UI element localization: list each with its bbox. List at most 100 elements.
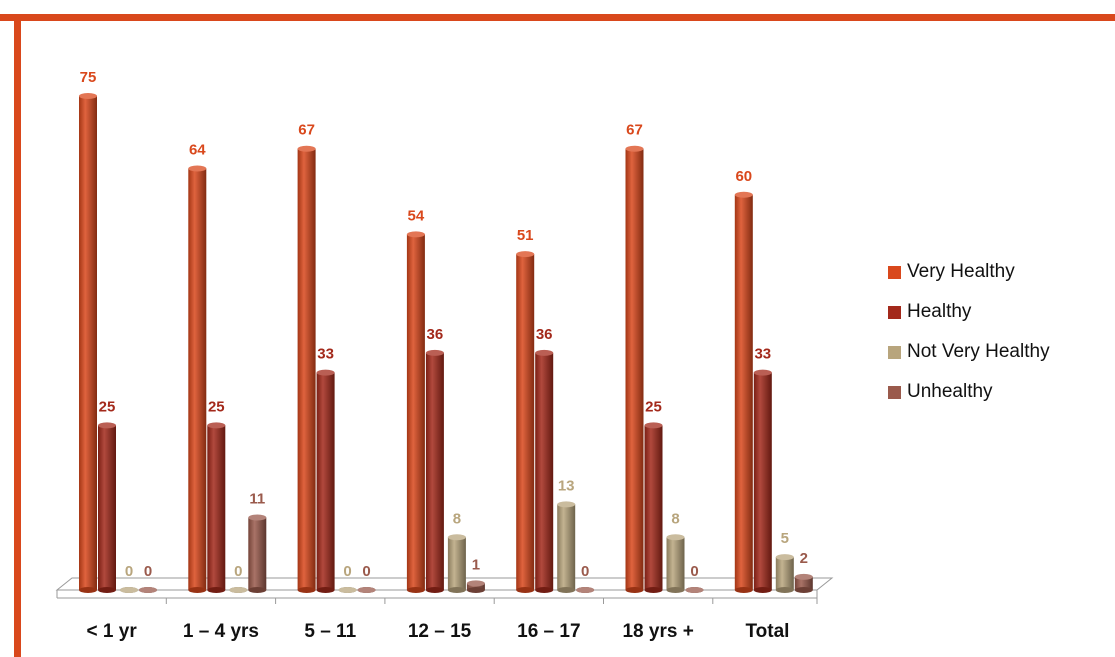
- data-label: 11: [249, 491, 265, 508]
- bar-top: [734, 191, 753, 198]
- bar-base: [775, 587, 794, 593]
- data-label: 2: [800, 550, 808, 567]
- data-label: 33: [754, 346, 771, 363]
- bar-base: [425, 587, 444, 593]
- bar-base: [734, 587, 753, 593]
- category-label: < 1 yr: [87, 621, 138, 642]
- bar-0: [516, 254, 535, 590]
- legend-label-not-very-healthy: Not Very Healthy: [907, 341, 1050, 362]
- bar-top: [576, 587, 595, 593]
- data-label: 67: [298, 122, 315, 139]
- bar-top: [516, 251, 535, 258]
- data-label: 54: [408, 207, 425, 224]
- category-label: 18 yrs +: [622, 621, 693, 642]
- frame-top-border: [0, 14, 1115, 21]
- bar-3: [248, 517, 267, 590]
- legend-swatch-not-very-healthy: [888, 345, 901, 359]
- data-label: 25: [99, 398, 116, 415]
- legend-swatch-very-healthy: [888, 265, 901, 279]
- category-label: 1 – 4 yrs: [183, 621, 259, 642]
- bar-top: [297, 145, 316, 152]
- data-label: 8: [453, 510, 461, 527]
- bar-top: [535, 349, 554, 356]
- data-label: 5: [781, 530, 789, 547]
- bar-2: [666, 537, 685, 590]
- bar-1: [425, 352, 444, 590]
- bar-3: [794, 576, 813, 590]
- bar-top: [557, 501, 576, 508]
- bar-top: [685, 587, 704, 593]
- legend-item-unhealthy: Unhealthy: [888, 372, 1050, 412]
- category-label: 16 – 17: [517, 621, 580, 642]
- bar-top: [406, 231, 425, 238]
- bar-base: [753, 587, 772, 593]
- bar-2: [447, 537, 466, 590]
- data-label: 64: [189, 141, 206, 158]
- data-label: 75: [80, 69, 97, 86]
- data-label: 0: [581, 563, 589, 580]
- bar-top: [644, 422, 663, 429]
- data-label: 25: [208, 398, 225, 415]
- legend-item-healthy: Healthy: [888, 292, 1050, 332]
- bar-top: [447, 534, 466, 541]
- data-label: 0: [343, 563, 351, 580]
- legend-swatch-unhealthy: [888, 385, 901, 399]
- legend-label-very-healthy: Very Healthy: [907, 261, 1015, 282]
- legend-swatch-healthy: [888, 305, 901, 319]
- bar-base: [316, 587, 335, 593]
- data-label: 0: [125, 563, 133, 580]
- bar-top: [120, 587, 138, 593]
- bar-top: [753, 369, 772, 376]
- data-label: 36: [427, 326, 444, 343]
- bar-top: [207, 422, 226, 429]
- data-label: 25: [645, 398, 662, 415]
- data-label: 0: [234, 563, 242, 580]
- bar-top: [775, 554, 794, 561]
- bar-top: [248, 514, 267, 521]
- bar-base: [625, 587, 644, 593]
- data-label: 33: [317, 346, 334, 363]
- bar-base: [666, 587, 685, 593]
- bar-top: [794, 573, 813, 580]
- bar-top: [466, 580, 485, 587]
- bar-base: [535, 587, 554, 593]
- bar-base: [644, 587, 663, 593]
- data-label: 0: [690, 563, 698, 580]
- bar-2: [557, 504, 576, 590]
- category-label: 5 – 11: [304, 621, 356, 642]
- bar-top: [425, 349, 444, 356]
- chart-floor: [55, 577, 834, 591]
- bar-top: [338, 587, 357, 593]
- bar-base: [466, 587, 485, 593]
- data-label: 1: [472, 556, 480, 573]
- bar-top: [139, 587, 157, 593]
- bar-0: [297, 148, 316, 590]
- bar-0: [79, 96, 97, 590]
- bar-base: [557, 587, 576, 593]
- bar-0: [406, 234, 425, 590]
- bar-1: [316, 372, 335, 590]
- bar-base: [297, 587, 316, 593]
- bar-top: [666, 534, 685, 541]
- bar-1: [98, 425, 116, 590]
- category-label: 12 – 15: [408, 621, 472, 642]
- legend: Very Healthy Healthy Not Very Healthy Un…: [888, 252, 1050, 412]
- bar-base: [79, 587, 97, 593]
- data-label: 67: [626, 122, 643, 139]
- bar-base: [447, 587, 466, 593]
- data-label: 60: [735, 168, 752, 185]
- data-label: 0: [362, 563, 370, 580]
- data-label: 13: [558, 477, 575, 494]
- bar-0: [734, 194, 753, 591]
- bar-base: [98, 587, 116, 593]
- legend-label-healthy: Healthy: [907, 301, 972, 322]
- bar-0: [625, 148, 644, 590]
- legend-item-not-very-healthy: Not Very Healthy: [888, 332, 1050, 372]
- legend-label-unhealthy: Unhealthy: [907, 381, 993, 402]
- frame-left-border: [14, 14, 21, 657]
- bar-2: [775, 557, 794, 590]
- data-label: 0: [144, 563, 152, 580]
- bar-1: [753, 372, 772, 590]
- bar-base: [406, 587, 425, 593]
